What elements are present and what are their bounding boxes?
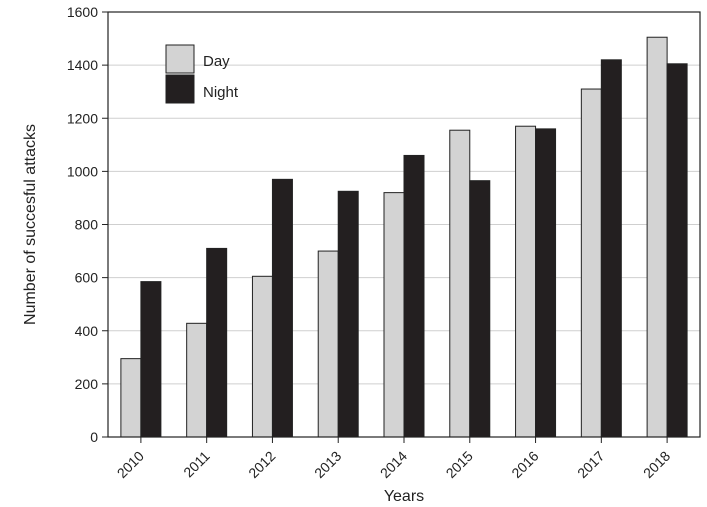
y-tick-label: 0 — [90, 429, 98, 445]
y-axis: 0 200 400 600 800 1000 1200 1400 1600 — [67, 4, 108, 445]
x-tick-label: 2011 — [180, 448, 213, 481]
bar-night-2011 — [206, 247, 228, 438]
bar-night-2017 — [600, 59, 622, 438]
x-tick-label: 2016 — [508, 448, 541, 481]
x-tick-label: 2017 — [574, 448, 607, 481]
legend-label-day: Day — [203, 53, 230, 70]
bar-day-2012 — [251, 275, 273, 438]
bar-night-2014 — [403, 154, 425, 438]
bar-night-2015 — [469, 180, 491, 438]
legend-swatch-night — [165, 74, 195, 104]
bar-day-2017 — [580, 88, 602, 438]
y-tick-label: 400 — [75, 323, 99, 339]
y-tick-label: 1600 — [67, 4, 98, 20]
bar-day-2018 — [646, 36, 668, 438]
y-tick-label: 1200 — [67, 110, 98, 126]
plot-frame — [107, 11, 701, 438]
x-tick-label: 2012 — [245, 448, 278, 481]
legend-swatch-day — [165, 44, 195, 74]
x-tick-label: 2018 — [640, 448, 673, 481]
y-tick-label: 1000 — [67, 163, 98, 179]
bar-night-2018 — [666, 63, 688, 438]
legend: Day Night — [165, 44, 239, 104]
bar-day-2015 — [449, 129, 471, 438]
x-axis: 2010 2011 2012 2013 2014 2015 2016 2017 2018 — [114, 437, 673, 481]
bar-day-2010 — [120, 358, 142, 438]
y-tick-label: 200 — [75, 376, 99, 392]
y-tick-label: 600 — [75, 270, 99, 286]
bars — [120, 36, 688, 438]
bar-night-2012 — [271, 178, 293, 438]
bar-day-2016 — [515, 125, 537, 438]
x-tick-label: 2010 — [114, 448, 147, 481]
y-tick-label: 800 — [75, 217, 99, 233]
bar-night-2010 — [140, 281, 162, 438]
x-tick-label: 2015 — [443, 448, 476, 481]
legend-label-night: Night — [203, 84, 239, 101]
y-tick-label: 1400 — [67, 57, 98, 73]
x-tick-label: 2014 — [377, 448, 410, 481]
bar-night-2016 — [535, 128, 557, 438]
bar-day-2011 — [186, 322, 208, 438]
bar-night-2013 — [337, 190, 359, 438]
bar-day-2014 — [383, 192, 405, 438]
x-axis-title: Years — [384, 488, 424, 505]
y-axis-title: Number of succesful attacks — [22, 124, 39, 325]
bar-day-2013 — [317, 250, 339, 438]
x-tick-label: 2013 — [311, 448, 344, 481]
